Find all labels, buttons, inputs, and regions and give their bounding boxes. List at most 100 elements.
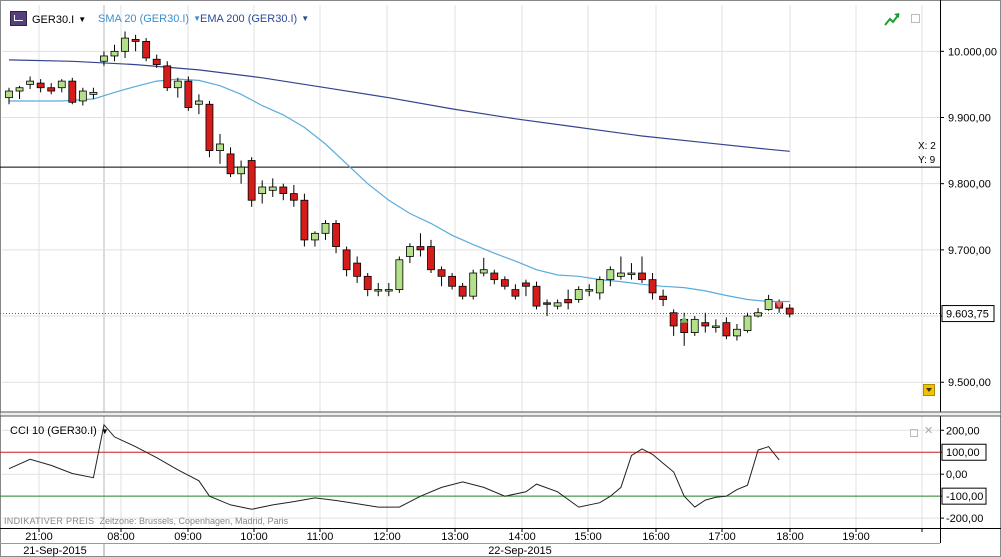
candle-body — [395, 259, 404, 290]
candle-body — [384, 289, 393, 292]
candle — [722, 317, 731, 340]
buy-marker-icon — [680, 316, 689, 323]
candle — [152, 54, 161, 68]
candle — [427, 239, 435, 274]
candle — [416, 233, 425, 257]
candle-body — [311, 232, 319, 241]
candle — [669, 309, 678, 336]
candle — [121, 31, 129, 58]
candle-body — [690, 318, 699, 333]
chart-grid — [2, 5, 940, 528]
date-label: 21-Sep-2015 — [23, 545, 87, 557]
sma20-line — [9, 78, 790, 303]
candle-body — [321, 222, 330, 234]
candle — [110, 44, 119, 62]
candle-body — [374, 289, 383, 292]
candle-body — [743, 315, 752, 331]
y-tick-label: 9.700,00 — [948, 245, 991, 257]
candle — [5, 87, 13, 105]
candle — [764, 294, 773, 311]
x-tick-label: 14:00 — [508, 531, 536, 543]
candle-body — [617, 272, 625, 277]
cci-label: CCI 10 (GER30.I) — [10, 425, 97, 437]
cci-dropdown-icon[interactable]: ▼ — [100, 427, 109, 436]
candle — [173, 77, 182, 98]
current-price-label: 9.603,75 — [946, 309, 989, 321]
cci-levels — [0, 451, 940, 497]
candle — [163, 61, 172, 92]
cci-tick-label: 0,00 — [946, 469, 967, 481]
candle-layer — [5, 31, 794, 346]
x-tick-label: 21:00 — [25, 531, 53, 543]
close-icon[interactable]: ✕ — [924, 425, 934, 437]
x-axis-labels: 21:00 08:00 09:00 10:00 11:00 12:00 13:00 14:00… — [23, 531, 870, 557]
candle — [68, 77, 77, 105]
candle-body — [353, 262, 362, 277]
indicative-price-label: INDIKATIVER PREIS — [4, 516, 95, 526]
candle-body — [427, 246, 435, 271]
sma-dropdown-icon[interactable]: ▼ — [193, 14, 202, 23]
candle — [363, 273, 372, 297]
cci-level-box — [941, 487, 987, 505]
x-tick-label: 18:00 — [776, 531, 804, 543]
candle — [26, 76, 35, 90]
candle — [332, 220, 340, 254]
symbol-label: GER30.I — [32, 14, 75, 26]
candle — [57, 79, 66, 93]
candle — [226, 147, 235, 178]
candle-body — [15, 87, 24, 92]
x-tick-label: 15:00 — [574, 531, 602, 543]
candle — [500, 276, 509, 290]
candle-body — [711, 325, 720, 328]
candle-body — [574, 289, 583, 300]
x-tick-label: 09:00 — [174, 531, 202, 543]
candle-body — [5, 90, 13, 99]
candle — [479, 257, 488, 277]
candle-body — [722, 322, 731, 337]
ema-indicator-selector[interactable]: EMA 200 (GER30.I) ▼ — [200, 11, 309, 27]
ema-dropdown-icon[interactable]: ▼ — [301, 14, 310, 23]
candle — [258, 180, 267, 204]
candle — [469, 269, 478, 300]
y-axis-labels: 9.500,009.600,009.700,009.800,009.900,00… — [940, 46, 997, 525]
candle — [701, 312, 710, 333]
candle-body — [522, 282, 530, 287]
cci-indicator-selector[interactable]: CCI 10 (GER30.I) ▼ — [10, 425, 109, 437]
x-tick-label: 19:00 — [842, 531, 870, 543]
pane-divider — [0, 411, 1001, 417]
trend-arrow-icon[interactable] — [884, 12, 900, 26]
candle-body — [121, 37, 129, 52]
candle-body — [258, 186, 267, 195]
candle-body — [490, 272, 499, 281]
cci-tick-label: -200,00 — [946, 513, 983, 525]
symbol-selector[interactable]: GER30.I ▼ — [10, 11, 86, 27]
candle-body — [553, 302, 562, 307]
crosshair-y-readout: Y: 9 — [918, 155, 936, 166]
cci-tick-label: 200,00 — [946, 425, 980, 437]
candle — [606, 266, 615, 287]
candle-body — [606, 269, 615, 281]
x-tick-label: 10:00 — [240, 531, 268, 543]
candle — [289, 185, 298, 207]
candle — [405, 243, 414, 264]
candle-body — [152, 58, 161, 65]
ema-layer — [8, 59, 790, 152]
candle — [638, 256, 646, 283]
candle-body — [564, 299, 573, 304]
candle — [659, 289, 667, 307]
window-icon[interactable] — [911, 14, 920, 23]
symbol-dropdown-icon[interactable]: ▼ — [78, 15, 87, 24]
candle-body — [68, 80, 77, 103]
candle — [585, 284, 594, 297]
candle-body — [764, 299, 773, 310]
cci-window-icon[interactable] — [910, 429, 918, 437]
candle — [311, 231, 319, 247]
candle — [15, 85, 24, 99]
cci-layer — [8, 423, 780, 510]
candle — [89, 87, 98, 99]
sell-marker-icon — [775, 301, 784, 309]
sma-indicator-selector[interactable]: SMA 20 (GER30.I) ▼ — [98, 11, 201, 27]
scroll-down-icon[interactable] — [923, 384, 935, 396]
